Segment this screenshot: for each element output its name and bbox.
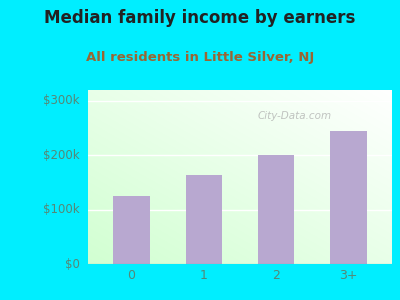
Text: Median family income by earners: Median family income by earners (44, 9, 356, 27)
Text: $200k: $200k (43, 149, 80, 162)
Bar (113, 196, 150, 264)
Text: $100k: $100k (43, 203, 80, 216)
Bar (186, 176, 222, 264)
Text: $0: $0 (65, 257, 80, 271)
Text: City-Data.com: City-Data.com (258, 111, 332, 121)
Text: $300k: $300k (44, 94, 80, 107)
Bar (330, 131, 367, 264)
Text: All residents in Little Silver, NJ: All residents in Little Silver, NJ (86, 51, 314, 64)
Bar (258, 155, 294, 264)
